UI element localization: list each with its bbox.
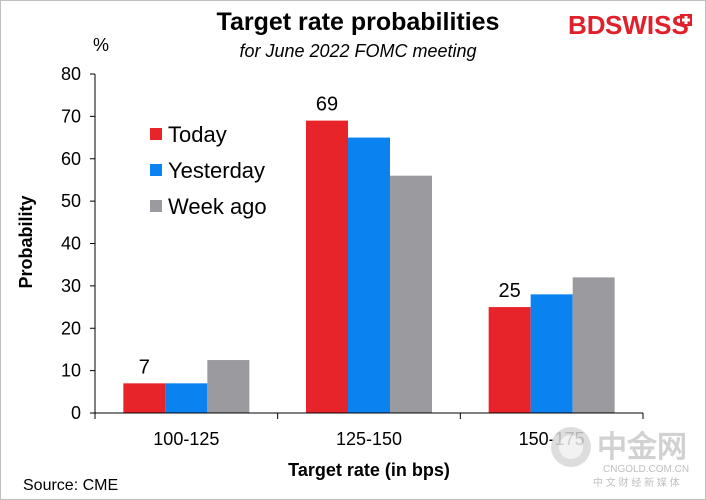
- watermark-domain: CNGOLD.COM.CN: [603, 464, 689, 475]
- bar: [390, 175, 432, 413]
- y-tick-label: 10: [61, 361, 81, 381]
- legend-swatch: [150, 164, 162, 176]
- legend: Today Yesterday Week ago: [150, 122, 267, 219]
- y-tick-label: 50: [61, 191, 81, 211]
- y-tick-label: 70: [61, 106, 81, 126]
- bar: [165, 383, 208, 413]
- legend-label: Week ago: [168, 194, 267, 219]
- data-label: 25: [499, 280, 521, 302]
- data-label: 7: [139, 356, 150, 378]
- bar: [306, 120, 348, 414]
- bar: [488, 307, 531, 413]
- watermark-tagline: 中 文 财 经 新 媒 体: [593, 476, 680, 489]
- watermark: 中金网 CNGOLD.COM.CN 中 文 财 经 新 媒 体: [551, 427, 689, 489]
- y-axis-title: Probability: [16, 195, 36, 288]
- x-tick-label: 100-125: [153, 429, 219, 449]
- data-label: 69: [316, 94, 338, 116]
- legend-label: Yesterday: [168, 158, 265, 183]
- y-tick-label: 0: [71, 403, 81, 423]
- y-tick-label: 20: [61, 318, 81, 338]
- y-tick-label: 60: [61, 149, 81, 169]
- legend-swatch: [150, 200, 162, 212]
- bars-group: [123, 120, 615, 414]
- data-labels-group: 7 69 25: [139, 94, 521, 379]
- bar: [123, 383, 166, 413]
- y-tick-label: 40: [61, 234, 81, 254]
- brand-logo: BD SWISS: [568, 10, 692, 40]
- chart-subtitle: for June 2022 FOMC meeting: [239, 41, 476, 61]
- y-tick-label: 80: [61, 64, 81, 84]
- legend-swatch: [150, 128, 162, 140]
- bar: [530, 294, 573, 413]
- bar: [348, 137, 390, 413]
- chart-title: Target rate probabilities: [217, 8, 500, 36]
- y-unit-label: %: [93, 35, 109, 55]
- x-tick-label: 125-150: [336, 429, 402, 449]
- bar: [572, 277, 615, 413]
- brand-logo-swiss: SWISS: [605, 10, 689, 40]
- brand-cross-icon: [680, 14, 692, 26]
- brand-logo-bd: BD: [568, 10, 606, 40]
- y-tick-label: 30: [61, 276, 81, 296]
- bar: [207, 360, 250, 413]
- x-axis-title: Target rate (in bps): [288, 460, 450, 480]
- legend-label: Today: [168, 122, 227, 147]
- watermark-name: 中金网: [597, 430, 687, 464]
- y-axis-ticks: 0 10 20 30 40 50 60 70 80: [61, 64, 95, 423]
- source-note: Source: CME: [23, 477, 118, 494]
